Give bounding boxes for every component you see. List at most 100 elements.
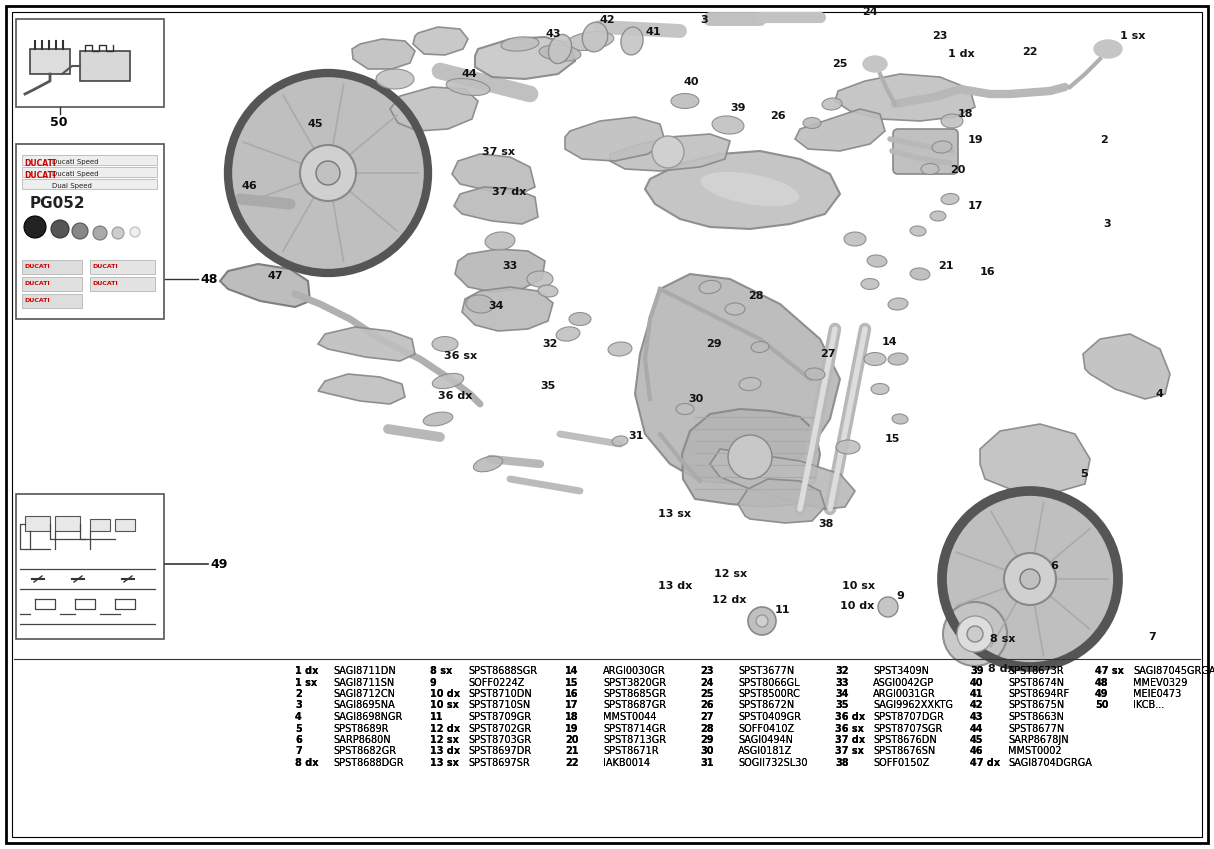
Text: 22: 22 bbox=[565, 758, 579, 768]
Text: SPST8689R: SPST8689R bbox=[333, 723, 388, 734]
Text: SAGI8698NGR: SAGI8698NGR bbox=[333, 712, 402, 722]
Text: 20: 20 bbox=[951, 165, 965, 175]
Bar bbox=[90, 519, 110, 531]
Ellipse shape bbox=[466, 295, 494, 313]
Text: MMEV0329: MMEV0329 bbox=[1133, 678, 1187, 688]
Text: 23: 23 bbox=[700, 666, 714, 676]
Text: 36 sx: 36 sx bbox=[444, 351, 477, 361]
Polygon shape bbox=[413, 27, 469, 55]
Ellipse shape bbox=[867, 255, 887, 267]
Polygon shape bbox=[738, 479, 826, 523]
Text: 38: 38 bbox=[835, 758, 849, 768]
Text: SAGI8711SN: SAGI8711SN bbox=[333, 678, 395, 688]
Text: 26: 26 bbox=[770, 111, 785, 121]
Text: 17: 17 bbox=[565, 700, 579, 711]
Bar bbox=[22, 155, 157, 165]
Text: 45: 45 bbox=[970, 735, 983, 745]
Text: 10 dx: 10 dx bbox=[430, 689, 460, 699]
Text: 32: 32 bbox=[835, 666, 849, 676]
Text: SPST8682GR: SPST8682GR bbox=[333, 746, 396, 756]
Text: SPST8702GR: SPST8702GR bbox=[469, 723, 532, 734]
Text: 37 sx: 37 sx bbox=[482, 147, 515, 157]
Text: SPST8675N: SPST8675N bbox=[1008, 700, 1065, 711]
Ellipse shape bbox=[941, 114, 963, 128]
Text: 6: 6 bbox=[295, 735, 302, 745]
Text: 14: 14 bbox=[565, 666, 579, 676]
Text: SPST8694RF: SPST8694RF bbox=[1008, 689, 1070, 699]
Text: 47 sx: 47 sx bbox=[1095, 666, 1124, 676]
Bar bbox=[22, 294, 83, 308]
Text: SPST8500RC: SPST8500RC bbox=[738, 689, 800, 699]
Text: 8 sx: 8 sx bbox=[430, 666, 453, 676]
Text: 27: 27 bbox=[700, 712, 714, 722]
Text: 16: 16 bbox=[565, 689, 579, 699]
Text: 44: 44 bbox=[970, 723, 983, 734]
Text: 20: 20 bbox=[565, 735, 579, 745]
Text: 21: 21 bbox=[938, 261, 953, 271]
Circle shape bbox=[756, 615, 768, 627]
Ellipse shape bbox=[892, 414, 908, 424]
Text: 1 sx: 1 sx bbox=[1121, 31, 1145, 41]
Text: 5: 5 bbox=[295, 723, 302, 734]
Text: Ducati Speed: Ducati Speed bbox=[52, 171, 98, 177]
Text: 23: 23 bbox=[700, 666, 714, 676]
Text: SAGI87045GRGA: SAGI87045GRGA bbox=[1133, 666, 1214, 676]
Text: SAGI8711DN: SAGI8711DN bbox=[333, 666, 396, 676]
Text: SAGI9962XXKTG: SAGI9962XXKTG bbox=[873, 700, 953, 711]
Text: 30: 30 bbox=[700, 746, 714, 756]
Text: 3: 3 bbox=[295, 700, 302, 711]
Text: SPST8689R: SPST8689R bbox=[333, 723, 388, 734]
Polygon shape bbox=[645, 151, 840, 229]
Text: DUCATI: DUCATI bbox=[92, 264, 118, 269]
Text: 12 sx: 12 sx bbox=[430, 735, 459, 745]
Text: SOFF0224Z: SOFF0224Z bbox=[469, 678, 524, 688]
Text: 14: 14 bbox=[883, 337, 897, 347]
Text: 30: 30 bbox=[700, 746, 714, 756]
Polygon shape bbox=[318, 327, 415, 361]
Text: 36 sx: 36 sx bbox=[835, 723, 864, 734]
Text: SAGI8712CN: SAGI8712CN bbox=[333, 689, 395, 699]
Text: 50: 50 bbox=[1095, 700, 1108, 711]
Text: 26: 26 bbox=[700, 700, 714, 711]
Text: 1 sx: 1 sx bbox=[295, 678, 317, 688]
Text: 36 sx: 36 sx bbox=[835, 723, 864, 734]
Bar bbox=[16, 19, 164, 107]
Text: SAGI8712CN: SAGI8712CN bbox=[333, 689, 395, 699]
Ellipse shape bbox=[932, 141, 952, 153]
Text: 39: 39 bbox=[730, 103, 745, 113]
Text: 40: 40 bbox=[683, 77, 699, 87]
Text: SOFF0224Z: SOFF0224Z bbox=[469, 678, 524, 688]
Text: 40: 40 bbox=[970, 678, 983, 688]
Text: DUCATI: DUCATI bbox=[24, 264, 50, 269]
Text: 10 dx: 10 dx bbox=[840, 601, 874, 611]
Text: 38: 38 bbox=[835, 758, 849, 768]
Ellipse shape bbox=[549, 35, 572, 64]
Text: SPST3820GR: SPST3820GR bbox=[603, 678, 666, 688]
Text: SPST8676SN: SPST8676SN bbox=[873, 746, 935, 756]
Text: 36 dx: 36 dx bbox=[438, 391, 472, 401]
Text: 7: 7 bbox=[1148, 632, 1156, 642]
Text: 10 sx: 10 sx bbox=[430, 700, 459, 711]
Text: 34: 34 bbox=[488, 301, 504, 311]
Circle shape bbox=[300, 145, 356, 201]
Text: MMST0044: MMST0044 bbox=[603, 712, 657, 722]
Text: 18: 18 bbox=[565, 712, 579, 722]
Text: 15: 15 bbox=[885, 434, 901, 444]
Text: 5: 5 bbox=[295, 723, 302, 734]
Text: 35: 35 bbox=[540, 381, 555, 391]
Polygon shape bbox=[454, 187, 538, 224]
Text: DUCATI: DUCATI bbox=[24, 298, 50, 303]
Text: 41: 41 bbox=[970, 689, 983, 699]
Polygon shape bbox=[318, 374, 405, 404]
Text: 32: 32 bbox=[541, 339, 557, 349]
Text: 18: 18 bbox=[958, 109, 974, 119]
Text: SAGI8704DGRGA: SAGI8704DGRGA bbox=[1008, 758, 1091, 768]
Text: SPST3409N: SPST3409N bbox=[873, 666, 929, 676]
Polygon shape bbox=[609, 134, 730, 171]
Text: 37 sx: 37 sx bbox=[835, 746, 864, 756]
Ellipse shape bbox=[941, 194, 959, 205]
Text: 13 sx: 13 sx bbox=[658, 509, 691, 519]
Text: SPST8687GR: SPST8687GR bbox=[603, 700, 666, 711]
Polygon shape bbox=[390, 87, 478, 131]
Text: 9: 9 bbox=[430, 678, 437, 688]
